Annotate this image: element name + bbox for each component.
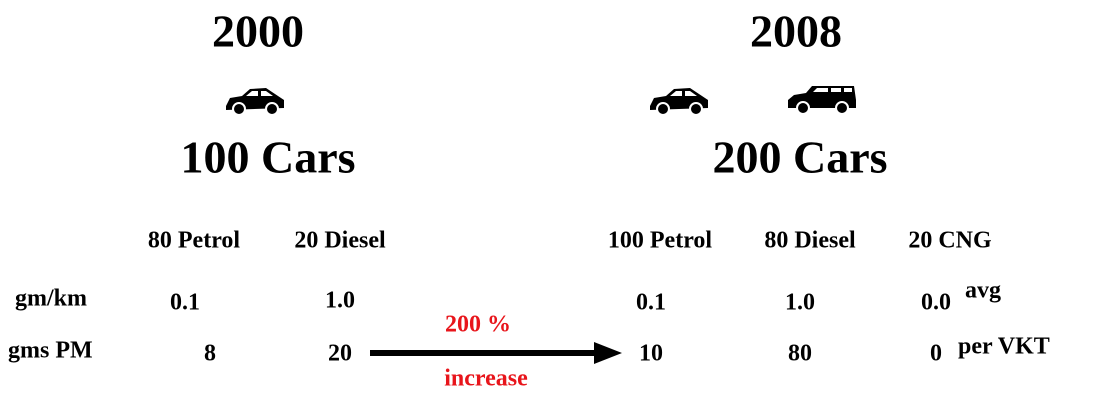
fuel-label: 100 Petrol: [608, 228, 713, 254]
value: 0.1: [636, 290, 666, 316]
car-icon: [787, 85, 857, 115]
unit: per VKT: [958, 334, 1050, 360]
car-count: 100 Cars: [180, 132, 355, 183]
row-label: gm/km: [15, 286, 87, 312]
value: 80: [788, 341, 812, 367]
car-icon: [649, 87, 709, 116]
fuel-label: 20 Diesel: [294, 228, 386, 254]
value: 0: [930, 341, 942, 367]
year: 2008: [750, 6, 842, 57]
change-label: increase: [444, 366, 528, 392]
value: 0.0: [921, 290, 951, 316]
car-count: 200 Cars: [712, 132, 887, 183]
value: 20: [328, 341, 352, 367]
car-icon: [225, 87, 285, 116]
arrow-head: [594, 342, 622, 364]
unit: avg: [965, 278, 1001, 304]
fuel-label: 80 Petrol: [148, 228, 241, 254]
fuel-label: 20 CNG: [908, 228, 992, 254]
fuel-label: 80 Diesel: [764, 228, 856, 254]
value: 1.0: [325, 288, 355, 314]
value: 8: [204, 341, 216, 367]
year: 2000: [212, 6, 304, 57]
change-amount: 200 %: [445, 312, 511, 338]
value: 10: [639, 341, 663, 367]
value: 1.0: [785, 290, 815, 316]
value: 0.1: [170, 290, 200, 316]
row-label: gms PM: [8, 338, 93, 364]
